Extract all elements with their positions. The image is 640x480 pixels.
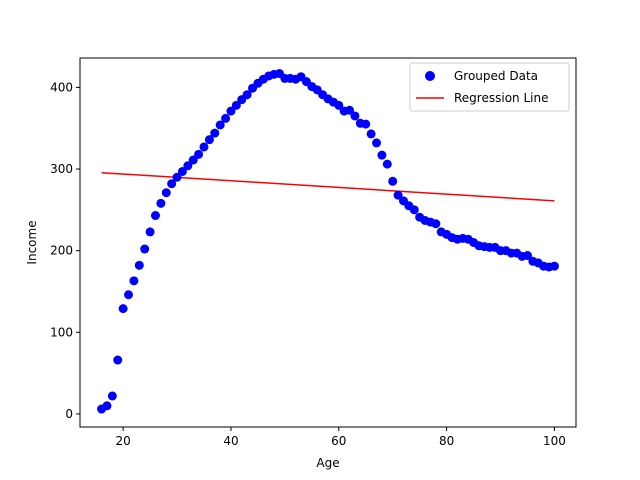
y-tick-label: 0: [65, 407, 73, 421]
y-tick-label: 300: [50, 162, 73, 176]
y-tick-label: 100: [50, 325, 73, 339]
y-axis-ticks: 0 100 200 300 400: [50, 80, 80, 421]
scatter-point: [409, 205, 419, 215]
scatter-point: [167, 179, 177, 189]
x-tick-label: 80: [439, 434, 454, 448]
scatter-point: [231, 100, 241, 110]
scatter-point: [102, 401, 112, 411]
scatter-point: [134, 260, 144, 270]
scatter-point: [522, 251, 532, 261]
legend-label-grouped-data: Grouped Data: [454, 69, 538, 83]
scatter-point: [194, 149, 204, 159]
scatter-point: [129, 276, 139, 286]
scatter-point: [372, 138, 382, 148]
scatter-point: [161, 188, 171, 198]
scatter-point: [150, 211, 160, 221]
scatter-point: [226, 106, 236, 116]
x-tick-label: 40: [223, 434, 238, 448]
scatter-point: [361, 119, 371, 129]
scatter-point: [366, 129, 376, 139]
y-axis-label: Income: [25, 220, 39, 264]
scatter-point: [188, 155, 198, 165]
legend-box: [409, 62, 570, 112]
legend-marker-grouped-data: [425, 71, 435, 81]
scatter-point: [124, 290, 134, 300]
scatter-point: [215, 120, 225, 130]
scatter-point: [140, 244, 150, 254]
legend: Grouped Data Regression Line: [409, 62, 570, 112]
scatter-point: [221, 113, 231, 123]
x-tick-label: 100: [543, 434, 566, 448]
axes-frame: [79, 57, 577, 428]
scatter-point: [210, 128, 220, 138]
scatter-point: [393, 190, 403, 200]
y-tick-label: 200: [50, 244, 73, 258]
scatter-point: [107, 391, 117, 401]
scatter-point: [334, 100, 344, 110]
x-axis-label: Age: [316, 456, 339, 470]
scatter-point: [431, 219, 441, 229]
scatter-point: [113, 355, 123, 365]
scatter-point: [549, 261, 559, 271]
scatter-point: [199, 142, 209, 152]
scatter-point: [177, 166, 187, 176]
x-axis-ticks: 20 40 60 80 100: [115, 427, 566, 448]
legend-label-regression-line: Regression Line: [454, 91, 548, 105]
scatter-point: [377, 150, 387, 160]
y-tick-label: 400: [50, 80, 73, 94]
scatter-point: [388, 176, 398, 186]
scatter-point: [350, 111, 360, 121]
scatter-point: [345, 105, 355, 115]
x-tick-label: 20: [115, 434, 130, 448]
scatter-point: [118, 304, 128, 314]
scatter-point: [156, 198, 166, 208]
scatter-point: [145, 227, 155, 237]
scatter-point: [172, 172, 182, 182]
scatter-point: [204, 135, 214, 145]
scatter-point: [183, 161, 193, 171]
scatter-point: [242, 90, 252, 100]
x-tick-label: 60: [331, 434, 346, 448]
scatter-layer: [97, 69, 559, 414]
scatter-point: [382, 159, 392, 169]
